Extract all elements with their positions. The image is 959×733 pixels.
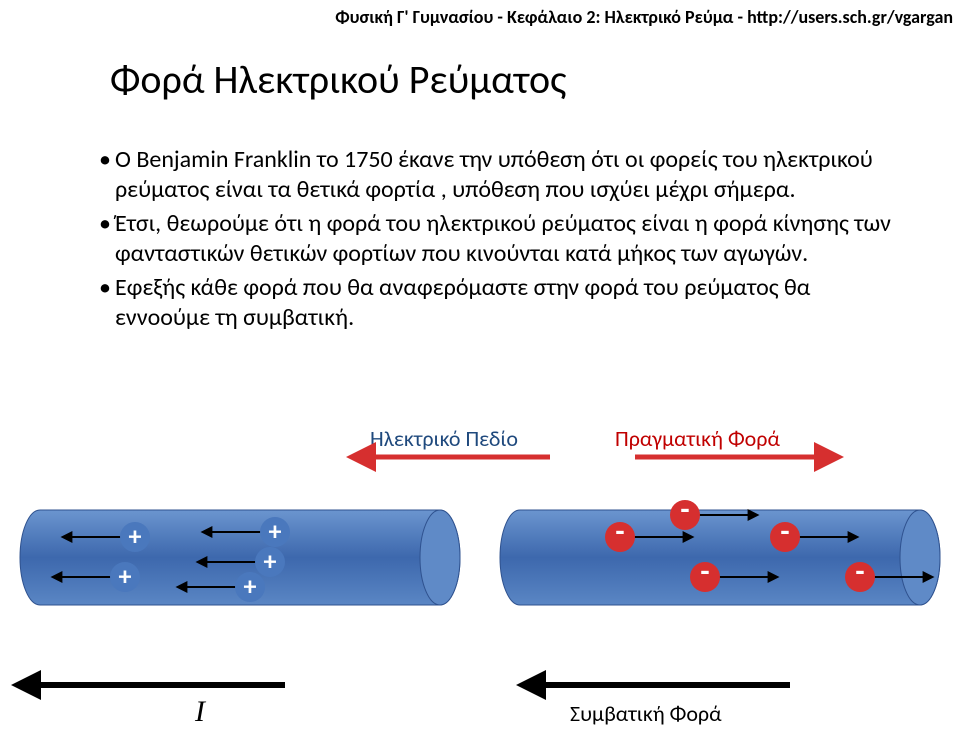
svg-text:-: - — [780, 513, 789, 550]
bullet-item: • Εφεξής κάθε φορά που θα αναφερόμαστε σ… — [95, 273, 895, 333]
page-header: Φυσική Γ' Γυμνασίου - Κεφάλαιο 2: Ηλεκτρ… — [0, 6, 959, 28]
bullet-dot: • — [95, 209, 115, 269]
svg-text:+: + — [119, 560, 132, 592]
svg-text:+: + — [244, 570, 257, 602]
bullet-text: Εφεξής κάθε φορά που θα αναφερόμαστε στη… — [115, 273, 895, 333]
diagram-svg: +++++----- — [0, 425, 959, 733]
bullet-list: • Ο Benjamin Franklin το 1750 έκανε την … — [95, 145, 895, 337]
svg-text:+: + — [129, 520, 142, 552]
svg-text:+: + — [269, 515, 282, 547]
bullet-text: Έτσι, θεωρούμε ότι η φορά του ηλεκτρικού… — [115, 209, 895, 269]
bullet-item: • Ο Benjamin Franklin το 1750 έκανε την … — [95, 145, 895, 205]
svg-text:-: - — [615, 513, 624, 550]
svg-text:-: - — [680, 491, 689, 528]
svg-text:-: - — [700, 553, 709, 590]
bullet-text: Ο Benjamin Franklin το 1750 έκανε την υπ… — [115, 145, 895, 205]
page-title: Φορά Ηλεκτρικού Ρεύματος — [110, 55, 566, 104]
bullet-item: • Έτσι, θεωρούμε ότι η φορά του ηλεκτρικ… — [95, 209, 895, 269]
bullet-dot: • — [95, 145, 115, 205]
svg-text:+: + — [264, 545, 277, 577]
svg-text:-: - — [855, 553, 864, 590]
bullet-dot: • — [95, 273, 115, 333]
